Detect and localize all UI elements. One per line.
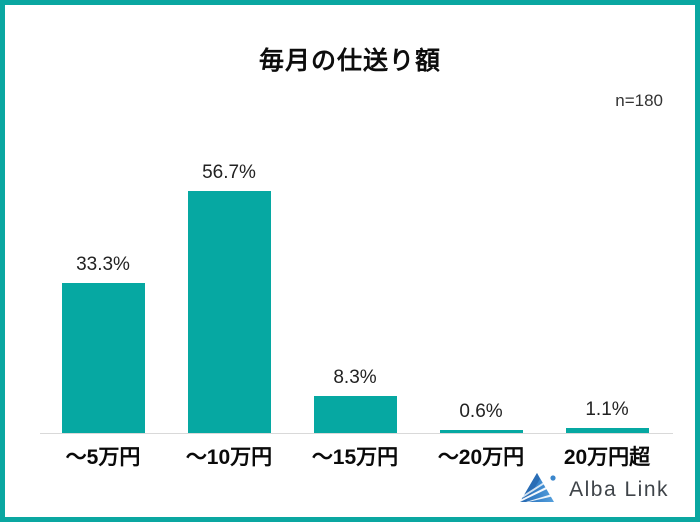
x-axis-line: [40, 433, 673, 434]
sample-size-label: n=180: [615, 91, 663, 110]
alba-link-triangle-icon: [518, 470, 558, 509]
chart-title: 毎月の仕送り額: [258, 47, 441, 75]
bar: [565, 428, 649, 433]
x-axis-category-row: ～5万円 ～10万円 ～15万円 ～20万円 20万円超: [40, 441, 670, 471]
bar-category-label: ～5万円: [65, 446, 141, 469]
bar: [187, 191, 271, 433]
bar-value-label: 8.3%: [333, 367, 377, 388]
bar-column: 33.3%: [40, 162, 166, 433]
brand-logo: Alba Link: [518, 470, 669, 509]
bar-column: 8.3%: [292, 162, 418, 433]
bar-plot-area: 33.3% 56.7% 8.3% 0.6% 1.1%: [40, 162, 670, 433]
brand-logo-text: Alba Link: [569, 477, 669, 501]
bar: [439, 430, 523, 433]
bar: [61, 283, 145, 433]
bar-value-label: 33.3%: [76, 254, 130, 275]
bar-column: 0.6%: [418, 162, 544, 433]
bar-category-label: ～20万円: [437, 446, 525, 469]
bar-value-label: 1.1%: [585, 399, 629, 420]
bar-category-label: 20万円超: [563, 446, 651, 469]
bar: [313, 396, 397, 433]
bar-column: 1.1%: [544, 162, 670, 433]
bar-category-label: ～15万円: [311, 446, 399, 469]
bar-category-label: ～10万円: [185, 446, 273, 469]
bar-value-label: 56.7%: [202, 162, 256, 183]
bar-value-label: 0.6%: [459, 401, 503, 422]
bar-column: 56.7%: [166, 162, 292, 433]
